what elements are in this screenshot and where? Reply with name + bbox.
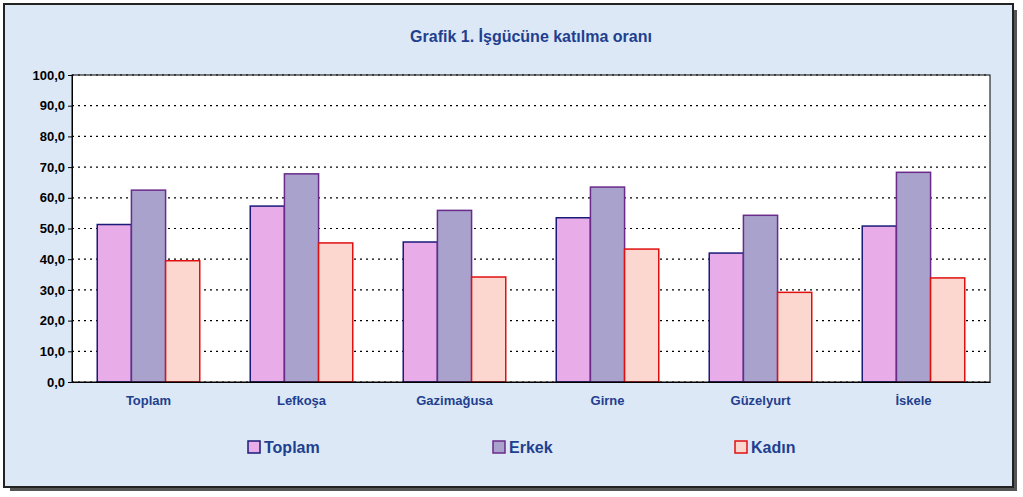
tick: 0,0 <box>47 375 72 390</box>
bar <box>862 226 896 382</box>
tick-label: 100,0 <box>32 68 65 83</box>
legend-swatch <box>493 441 505 453</box>
category-label: Toplam <box>126 393 171 408</box>
grid-line <box>72 105 990 106</box>
bars <box>97 172 965 382</box>
legend: Toplam Erkek Kadın <box>248 439 795 456</box>
axis-line <box>68 76 73 383</box>
tick-mark <box>68 382 72 383</box>
tick-mark <box>68 198 72 199</box>
bar <box>778 292 812 382</box>
tick-mark <box>68 229 72 230</box>
grid-line <box>72 351 990 352</box>
tick-label: 10,0 <box>40 344 65 359</box>
legend-label: Erkek <box>509 439 553 456</box>
tick: Güzelyurt <box>731 382 792 408</box>
tick: İskele <box>895 382 931 408</box>
tick-label: 50,0 <box>40 221 65 236</box>
category-label: İskele <box>895 393 931 408</box>
grid-line <box>72 320 990 321</box>
tick: 30,0 <box>40 283 72 298</box>
legend-swatch <box>735 441 747 453</box>
tick-mark <box>68 75 72 76</box>
bar <box>166 261 200 382</box>
legend-label: Kadın <box>751 439 795 456</box>
tick-mark <box>68 259 72 260</box>
bar <box>472 277 506 382</box>
tick-label: 60,0 <box>40 190 65 205</box>
bar <box>743 215 777 382</box>
tick: 20,0 <box>40 313 72 328</box>
bar <box>250 206 284 382</box>
bar <box>709 253 743 382</box>
axis-line <box>73 382 991 383</box>
y-axis: 0,0 10,0 20,0 30,0 40,0 50,0 60,0 70,0 80,0 90,0 1… <box>32 68 72 390</box>
bar <box>284 174 318 382</box>
x-axis: Toplam Lefkoşa Gazimağusa Girne Güzelyurt İsk… <box>73 382 991 408</box>
bar <box>437 210 471 382</box>
tick-label: 20,0 <box>40 313 65 328</box>
bar <box>319 243 353 382</box>
tick-label: 0,0 <box>47 375 65 390</box>
grid-line <box>72 136 990 137</box>
tick-mark <box>68 106 72 107</box>
tick: 70,0 <box>40 160 72 175</box>
tick-label: 30,0 <box>40 283 65 298</box>
category-label: Girne <box>591 393 625 408</box>
bar <box>931 278 965 382</box>
grid-line <box>72 289 990 290</box>
legend-label: Toplam <box>264 439 320 456</box>
tick: 80,0 <box>40 129 72 144</box>
grid-line <box>72 167 990 168</box>
grid <box>72 75 990 382</box>
tick: Gazimağusa <box>416 382 493 408</box>
plot-background <box>72 75 990 382</box>
tick: 60,0 <box>40 190 72 205</box>
tick: 90,0 <box>40 98 72 113</box>
tick: 10,0 <box>40 344 72 359</box>
tick: 100,0 <box>32 68 72 83</box>
category-label: Gazimağusa <box>416 393 493 408</box>
bar <box>556 218 590 382</box>
grid-line <box>72 228 990 229</box>
grid-line <box>72 197 990 198</box>
bar <box>97 225 131 382</box>
tick: Lefkoşa <box>277 382 327 408</box>
chart: Grafik 1. İşgücüne katılma oranı 0,0 10,0 2… <box>0 0 1023 497</box>
tick-mark <box>68 167 72 168</box>
tick: Girne <box>591 382 625 408</box>
tick: 50,0 <box>40 221 72 236</box>
tick-label: 40,0 <box>40 252 65 267</box>
bar <box>590 187 624 382</box>
tick-label: 70,0 <box>40 160 65 175</box>
category-label: Lefkoşa <box>277 393 327 408</box>
tick-mark <box>68 136 72 137</box>
plot-border <box>72 75 990 382</box>
tick: 40,0 <box>40 252 72 267</box>
frame <box>4 4 1013 487</box>
category-label: Güzelyurt <box>731 393 792 408</box>
tick-label: 90,0 <box>40 98 65 113</box>
title: Grafik 1. İşgücüne katılma oranı <box>410 28 652 45</box>
legend-swatch <box>248 441 260 453</box>
tick-mark <box>68 351 72 352</box>
tick: Toplam <box>126 382 171 408</box>
bar <box>403 242 437 382</box>
bar <box>896 172 930 382</box>
tick-mark <box>68 321 72 322</box>
bar <box>131 190 165 382</box>
tick-label: 80,0 <box>40 129 65 144</box>
bar <box>625 249 659 382</box>
tick-mark <box>68 290 72 291</box>
grid-line <box>72 259 990 260</box>
